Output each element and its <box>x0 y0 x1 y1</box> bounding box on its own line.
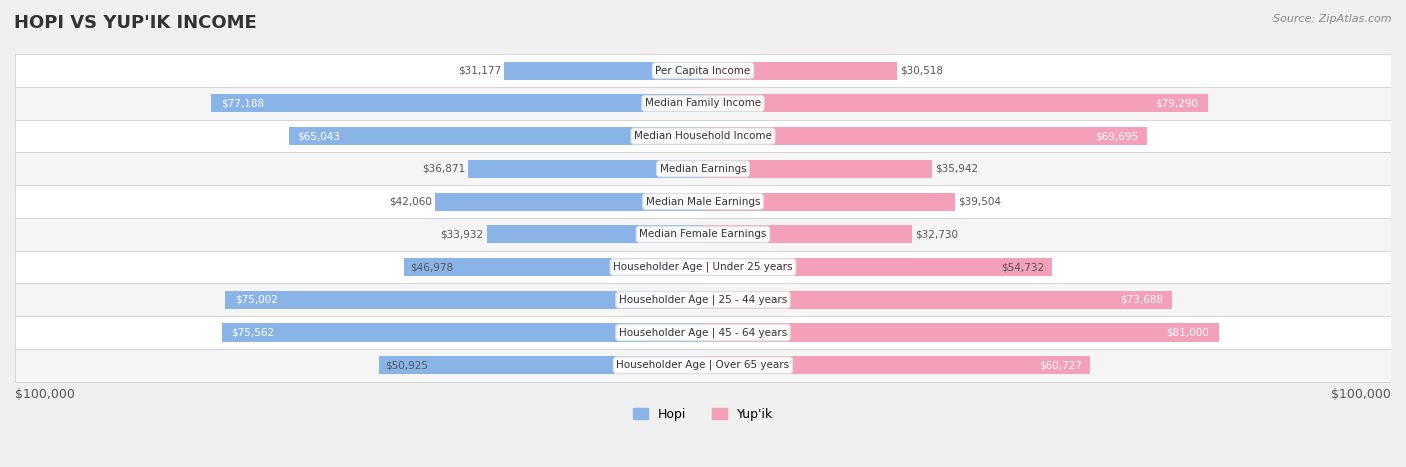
Text: Median Family Income: Median Family Income <box>645 99 761 108</box>
Bar <box>15 120 1391 152</box>
Text: Householder Age | Over 65 years: Householder Age | Over 65 years <box>616 360 790 370</box>
Bar <box>15 87 1391 120</box>
Text: $65,043: $65,043 <box>297 131 340 141</box>
Bar <box>15 349 1391 382</box>
Text: Median Male Earnings: Median Male Earnings <box>645 197 761 206</box>
Bar <box>15 251 1391 283</box>
Text: Per Capita Income: Per Capita Income <box>655 65 751 76</box>
Bar <box>404 258 703 276</box>
Bar <box>468 160 703 178</box>
Bar <box>15 54 1391 87</box>
Bar <box>211 94 703 113</box>
Text: $30,518: $30,518 <box>901 65 943 76</box>
Bar <box>434 192 703 211</box>
Text: $75,002: $75,002 <box>235 295 277 305</box>
Bar <box>703 94 1208 113</box>
Bar <box>15 185 1391 218</box>
Text: $31,177: $31,177 <box>458 65 501 76</box>
Bar <box>703 225 911 243</box>
Bar <box>703 291 1173 309</box>
Bar <box>222 324 703 341</box>
Text: Householder Age | 45 - 64 years: Householder Age | 45 - 64 years <box>619 327 787 338</box>
Text: $39,504: $39,504 <box>957 197 1001 206</box>
Text: $75,562: $75,562 <box>231 327 274 338</box>
Text: Householder Age | Under 25 years: Householder Age | Under 25 years <box>613 262 793 272</box>
Bar <box>703 192 955 211</box>
Text: $79,290: $79,290 <box>1154 99 1198 108</box>
Text: $100,000: $100,000 <box>15 388 75 401</box>
Text: Source: ZipAtlas.com: Source: ZipAtlas.com <box>1274 14 1392 24</box>
Bar <box>288 127 703 145</box>
Bar <box>703 324 1219 341</box>
Legend: Hopi, Yup'ik: Hopi, Yup'ik <box>628 403 778 426</box>
Text: $33,932: $33,932 <box>440 229 484 239</box>
Bar <box>703 356 1090 374</box>
Bar <box>15 316 1391 349</box>
Text: $73,688: $73,688 <box>1121 295 1163 305</box>
Text: $36,871: $36,871 <box>422 164 465 174</box>
Bar <box>505 62 703 79</box>
Text: $77,188: $77,188 <box>221 99 264 108</box>
Text: $100,000: $100,000 <box>1331 388 1391 401</box>
Text: $69,695: $69,695 <box>1095 131 1137 141</box>
Bar <box>225 291 703 309</box>
Text: $81,000: $81,000 <box>1166 327 1209 338</box>
Text: HOPI VS YUP'IK INCOME: HOPI VS YUP'IK INCOME <box>14 14 257 32</box>
Bar <box>703 127 1147 145</box>
Text: Median Household Income: Median Household Income <box>634 131 772 141</box>
Bar <box>15 152 1391 185</box>
Bar <box>703 62 897 79</box>
Text: $60,727: $60,727 <box>1039 360 1083 370</box>
Bar <box>15 218 1391 251</box>
Bar <box>15 283 1391 316</box>
Text: $50,925: $50,925 <box>385 360 427 370</box>
Text: $32,730: $32,730 <box>915 229 957 239</box>
Bar <box>486 225 703 243</box>
Bar <box>703 160 932 178</box>
Text: Median Earnings: Median Earnings <box>659 164 747 174</box>
Text: $54,732: $54,732 <box>1001 262 1045 272</box>
Text: $35,942: $35,942 <box>935 164 979 174</box>
Text: Median Female Earnings: Median Female Earnings <box>640 229 766 239</box>
Text: $42,060: $42,060 <box>389 197 432 206</box>
Text: $46,978: $46,978 <box>409 262 453 272</box>
Bar <box>703 258 1052 276</box>
Text: Householder Age | 25 - 44 years: Householder Age | 25 - 44 years <box>619 295 787 305</box>
Bar <box>378 356 703 374</box>
